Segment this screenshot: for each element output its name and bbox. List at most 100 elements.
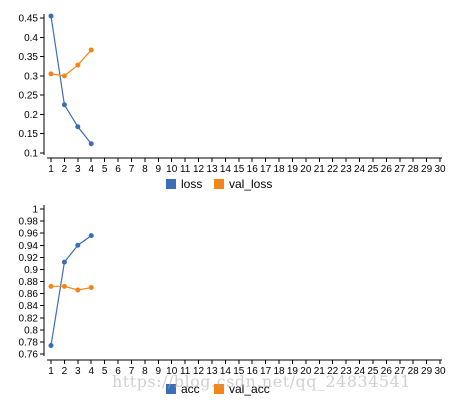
y-tick-label: 0.3 — [24, 71, 38, 82]
x-tick-label: 5 — [102, 164, 108, 175]
y-tick-label: 0.25 — [19, 91, 39, 102]
series-line-loss — [50, 15, 92, 145]
y-tick-label: 0.45 — [19, 14, 39, 25]
y-tick-label: 0.96 — [19, 229, 39, 240]
y-tick-label: 0.92 — [19, 253, 39, 264]
x-tick-label: 24 — [354, 164, 366, 175]
x-tick-label: 17 — [260, 164, 272, 175]
x-tick-label: 3 — [75, 366, 81, 377]
series-line-acc — [50, 235, 92, 346]
legend-item-acc[interactable]: acc — [166, 382, 200, 396]
y-tick-label: 0.4 — [24, 33, 38, 44]
x-tick-label: 7 — [129, 366, 135, 377]
data-point-val-acc — [48, 283, 54, 289]
legend-swatch — [214, 179, 224, 189]
y-tick-label: 0.98 — [19, 217, 39, 228]
data-point-val-acc — [75, 287, 81, 293]
y-tick-label: 0.2 — [24, 110, 38, 121]
data-point-loss — [61, 102, 67, 108]
x-tick-label: 2 — [62, 366, 68, 377]
y-tick-label: 0.35 — [19, 52, 39, 63]
x-tick-label: 23 — [341, 366, 353, 377]
x-tick-label: 18 — [273, 366, 285, 377]
x-tick-label: 1 — [48, 366, 54, 377]
x-tick-label: 15 — [233, 366, 245, 377]
x-tick-label: 4 — [88, 164, 94, 175]
x-tick-label: 5 — [102, 366, 108, 377]
legend-label: acc — [181, 382, 200, 396]
y-tick-label: 0.15 — [19, 129, 39, 140]
y-tick-label: 0.84 — [19, 301, 39, 312]
x-tick-label: 13 — [206, 164, 218, 175]
x-tick-label: 18 — [273, 164, 285, 175]
legend-item-loss[interactable]: loss — [166, 177, 202, 191]
x-tick-label: 6 — [115, 366, 121, 377]
data-point-val-acc — [88, 285, 94, 291]
accuracy-chart: 0.760.780.80.820.840.860.880.90.920.940.… — [19, 205, 446, 397]
x-tick-label: 20 — [300, 366, 312, 377]
legend-swatch — [166, 384, 176, 394]
x-tick-label: 9 — [156, 164, 162, 175]
x-tick-label: 25 — [367, 164, 379, 175]
data-point-acc — [88, 233, 94, 239]
y-tick-label: 0.9 — [24, 265, 38, 276]
y-tick-label: 0.88 — [19, 277, 39, 288]
x-tick-label: 23 — [341, 164, 353, 175]
x-tick-label: 1 — [48, 164, 54, 175]
y-tick-label: 1 — [32, 205, 38, 216]
x-tick-label: 28 — [408, 164, 420, 175]
legend-swatch — [166, 179, 176, 189]
x-tick-label: 19 — [287, 164, 299, 175]
legend-item-val-loss[interactable]: val_loss — [214, 177, 272, 191]
x-tick-label: 13 — [206, 366, 218, 377]
x-tick-label: 25 — [367, 366, 379, 377]
x-tick-label: 9 — [156, 366, 162, 377]
legend-label: val_acc — [229, 382, 270, 396]
x-tick-label: 21 — [314, 366, 326, 377]
x-tick-label: 15 — [233, 164, 245, 175]
data-point-val-loss — [61, 73, 67, 79]
legend-item-val-acc[interactable]: val_acc — [214, 382, 270, 396]
x-tick-label: 27 — [394, 164, 406, 175]
x-tick-label: 8 — [142, 164, 148, 175]
watermark-text: https://blog.csdn.net/qq_24834541 — [112, 372, 411, 391]
x-tick-label: 30 — [434, 164, 446, 175]
x-tick-label: 4 — [88, 366, 94, 377]
x-tick-label: 19 — [287, 366, 299, 377]
x-tick-label: 27 — [394, 366, 406, 377]
data-point-acc — [75, 242, 81, 248]
y-tick-label: 0.1 — [24, 149, 38, 160]
y-tick-label: 0.86 — [19, 289, 39, 300]
series-line-val-acc — [51, 285, 92, 291]
x-tick-label: 7 — [129, 164, 135, 175]
data-point-val-loss — [75, 62, 81, 68]
x-tick-label: 16 — [247, 164, 259, 175]
data-point-val-loss — [48, 71, 54, 77]
x-tick-label: 2 — [62, 164, 68, 175]
legend-label: val_loss — [229, 177, 272, 191]
y-tick-label: 0.78 — [19, 337, 39, 348]
x-tick-label: 16 — [247, 366, 259, 377]
data-point-loss — [88, 141, 94, 147]
data-point-acc — [61, 259, 67, 265]
x-tick-label: 28 — [408, 366, 420, 377]
x-tick-label: 24 — [354, 366, 366, 377]
x-tick-label: 8 — [142, 366, 148, 377]
x-tick-label: 11 — [180, 366, 191, 377]
data-point-val-acc — [61, 283, 67, 289]
x-tick-label: 22 — [327, 366, 339, 377]
x-tick-label: 14 — [220, 164, 232, 175]
x-tick-label: 11 — [180, 164, 191, 175]
x-tick-label: 10 — [166, 164, 178, 175]
legend-swatch — [214, 384, 224, 394]
x-tick-label: 17 — [260, 366, 272, 377]
data-point-loss — [75, 124, 81, 130]
x-tick-label: 21 — [314, 164, 326, 175]
x-tick-label: 6 — [115, 164, 121, 175]
x-tick-label: 14 — [220, 366, 232, 377]
y-tick-label: 0.8 — [24, 325, 38, 336]
x-tick-label: 10 — [166, 366, 178, 377]
x-tick-label: 26 — [381, 366, 393, 377]
y-tick-label: 0.94 — [19, 241, 39, 252]
